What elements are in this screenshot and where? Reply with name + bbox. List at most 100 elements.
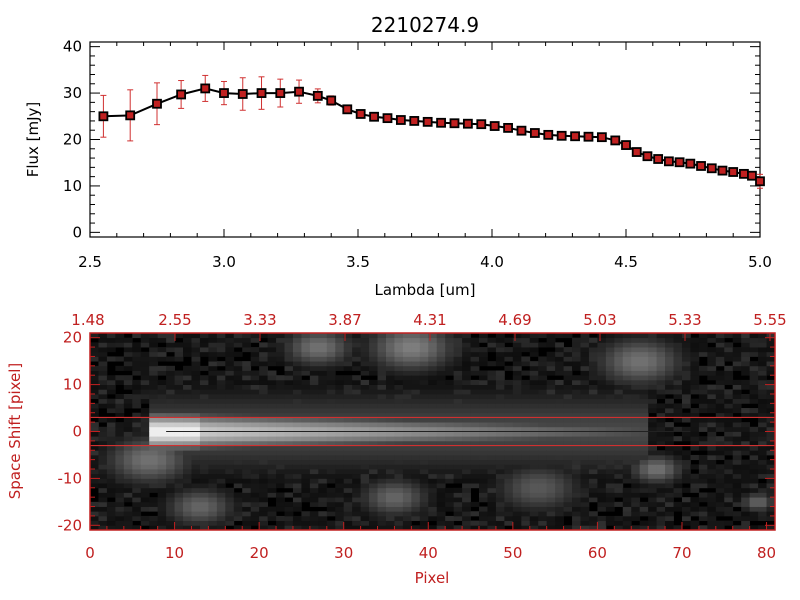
image-pixel (301, 454, 311, 461)
image-pixel (495, 478, 505, 484)
image-pixel (453, 454, 463, 461)
image-pixel (572, 520, 581, 526)
wavelength-tick-label: 2.55 (158, 311, 191, 329)
image-pixel (301, 483, 311, 489)
image-pixel (453, 347, 463, 353)
image-pixel (588, 384, 598, 390)
image-pixel (115, 440, 125, 446)
image-pixel (428, 497, 438, 503)
image-pixel (402, 356, 412, 362)
image-pixel (259, 408, 268, 414)
image-pixel (292, 408, 302, 414)
image-pixel (563, 408, 573, 414)
image-pixel (90, 356, 99, 362)
image-pixel (504, 408, 514, 414)
image-pixel (140, 431, 150, 437)
image-pixel (360, 342, 370, 348)
image-pixel (495, 389, 505, 395)
image-pixel (216, 422, 226, 428)
image-pixel (470, 351, 480, 357)
image-pixel (555, 356, 564, 362)
image-pixel (631, 365, 641, 371)
image-pixel (301, 417, 311, 423)
image-pixel (242, 459, 252, 465)
image-pixel (665, 361, 674, 367)
image-pixel (698, 469, 708, 475)
image-pixel (106, 375, 116, 381)
image-pixel (665, 520, 674, 526)
image-pixel (428, 525, 438, 530)
image-pixel (199, 393, 209, 400)
image-pixel (724, 511, 734, 517)
image-pixel (411, 412, 421, 418)
image-pixel (673, 412, 683, 418)
image-pixel (216, 337, 226, 343)
image-pixel (199, 417, 209, 423)
image-pixel (707, 398, 717, 404)
image-pixel (521, 506, 531, 512)
image-pixel (445, 450, 455, 456)
image-pixel (326, 361, 336, 367)
image-pixel (174, 454, 184, 461)
image-pixel (690, 408, 700, 414)
image-pixel (724, 483, 734, 489)
image-pixel (259, 356, 268, 362)
image-pixel (436, 384, 446, 390)
image-pixel (648, 417, 658, 423)
image-pixel (766, 337, 775, 343)
image-pixel (614, 520, 624, 526)
image-pixel (360, 515, 370, 522)
image-pixel (605, 436, 615, 442)
image-pixel (335, 426, 345, 432)
image-pixel (605, 412, 615, 418)
image-pixel (690, 342, 700, 348)
image-pixel (436, 426, 446, 432)
image-pixel (174, 450, 184, 456)
image-pixel (402, 436, 412, 442)
image-pixel (183, 464, 192, 470)
image-pixel (419, 417, 429, 423)
image-pixel (140, 469, 150, 475)
image-pixel (166, 501, 175, 507)
image-pixel (242, 422, 252, 428)
image-pixel (250, 389, 260, 395)
image-pixel (123, 436, 133, 442)
image-pixel (563, 365, 573, 371)
image-pixel (563, 361, 573, 367)
image-pixel (462, 408, 471, 414)
image-pixel (132, 389, 142, 395)
flux-point (747, 170, 757, 181)
image-pixel (276, 403, 285, 409)
image-pixel (377, 478, 387, 484)
image-pixel (233, 464, 243, 470)
image-pixel (538, 333, 548, 339)
image-pixel (681, 389, 691, 395)
image-pixel (411, 436, 421, 442)
image-pixel (199, 408, 209, 414)
image-pixel (292, 379, 302, 385)
image-pixel (436, 520, 446, 526)
image-pixel (140, 365, 150, 371)
image-pixel (90, 445, 99, 451)
image-pixel (149, 473, 159, 479)
image-pixel (233, 361, 243, 367)
image-pixel (648, 361, 658, 367)
image-pixel (495, 515, 505, 522)
image-pixel (233, 454, 243, 461)
image-pixel (377, 361, 387, 367)
image-pixel (690, 483, 700, 489)
image-pixel (555, 403, 564, 409)
flux-point (543, 129, 554, 140)
image-pixel (462, 478, 471, 484)
image-pixel (707, 454, 717, 461)
image-pixel (445, 436, 455, 442)
image-pixel (284, 379, 294, 385)
image-pixel (698, 333, 708, 339)
image-pixel (335, 469, 345, 475)
image-pixel (174, 412, 184, 418)
image-pixel (580, 454, 590, 461)
image-pixel (741, 333, 751, 339)
image-pixel (419, 356, 429, 362)
image-pixel (326, 412, 336, 418)
image-pixel (580, 483, 590, 489)
